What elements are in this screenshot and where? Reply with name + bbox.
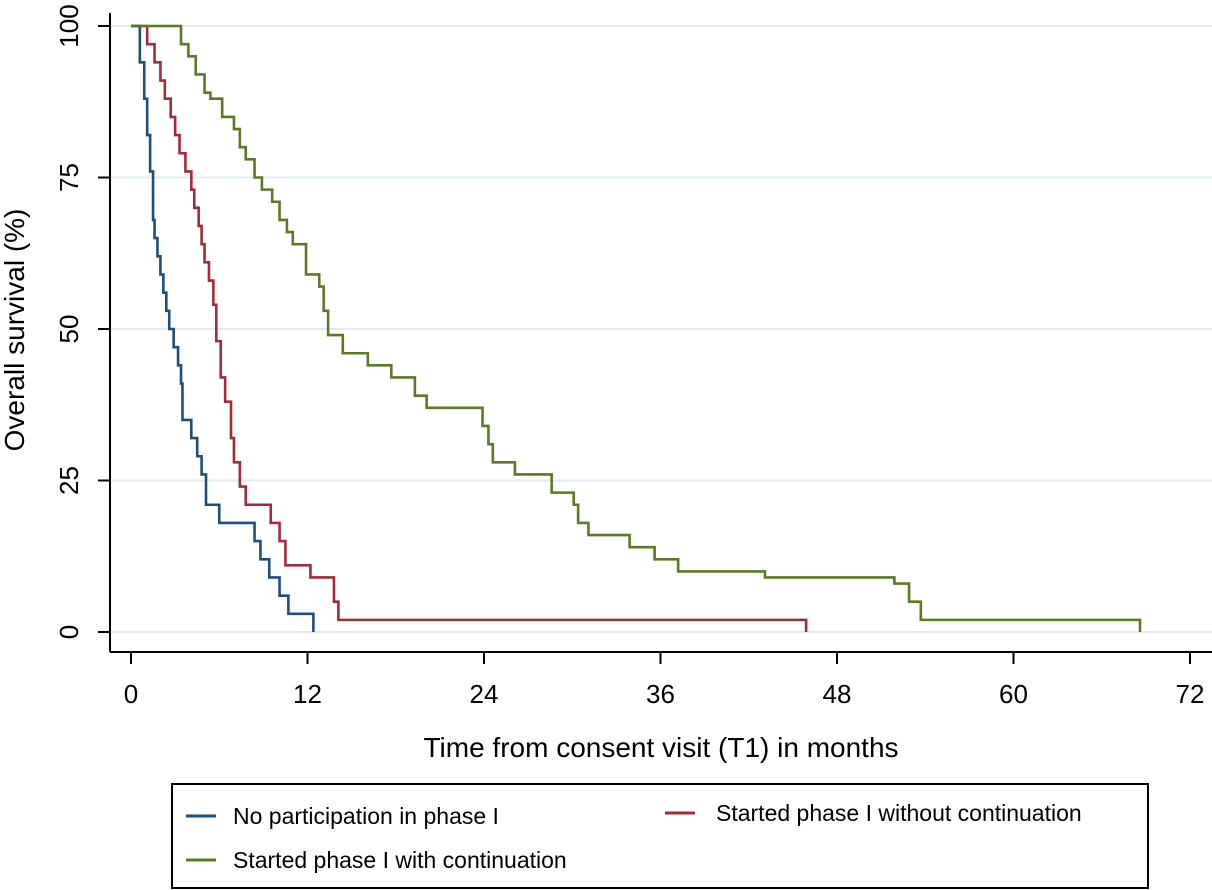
series-line-started-phase-i-without-continuation <box>131 24 808 632</box>
x-tick-label-72: 72 <box>1176 679 1205 709</box>
series-line-no-participation-in-phase-i <box>131 24 315 632</box>
x-tick-label-12: 12 <box>293 679 322 709</box>
legend-box <box>171 783 1149 889</box>
x-ticks: 0 12 24 36 48 60 72 <box>124 652 1205 709</box>
series-line-started-phase-i-with-continuation <box>131 24 1142 632</box>
legend-label-with-continuation: Started phase I with continuation <box>233 847 567 873</box>
y-tick-label-100: 100 <box>54 4 84 47</box>
gridlines <box>111 25 1212 633</box>
y-tick-label-75: 75 <box>54 163 84 192</box>
y-axis-label: Overall survival (%) <box>0 209 30 452</box>
y-tick-label-25: 25 <box>54 466 84 495</box>
legend-label-no-participation: No participation in phase I <box>233 803 499 829</box>
x-tick-label-48: 48 <box>823 679 852 709</box>
y-tick-label-50: 50 <box>54 315 84 344</box>
x-tick-label-0: 0 <box>124 679 138 709</box>
survival-curves <box>131 24 1142 632</box>
x-tick-label-60: 60 <box>999 679 1028 709</box>
x-tick-label-24: 24 <box>470 679 499 709</box>
y-tick-label-0: 0 <box>54 625 84 639</box>
legend: No participation in phase I Started phas… <box>171 783 1149 889</box>
x-tick-label-36: 36 <box>646 679 675 709</box>
y-ticks: 0 25 50 75 100 <box>54 4 110 639</box>
axes <box>109 13 1212 653</box>
legend-label-without-continuation: Started phase I without continuation <box>716 800 1082 826</box>
x-axis-label: Time from consent visit (T1) in months <box>423 732 898 763</box>
